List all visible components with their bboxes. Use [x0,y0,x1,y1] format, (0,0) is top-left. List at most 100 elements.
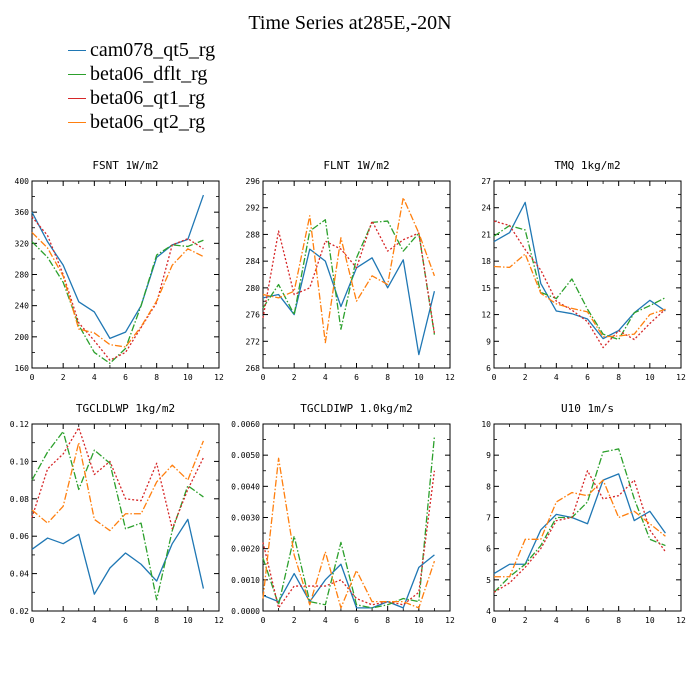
x-tick-label: 8 [154,373,159,382]
figure-title: Time Series at285E,-20N [248,12,452,34]
x-tick-label: 4 [92,373,97,382]
plot-frame [493,423,682,612]
y-tick-label: 0.0020 [231,545,260,554]
legend-swatch [68,98,86,99]
x-tick-label: 2 [523,616,528,625]
panel-title: TGCLDLWP 1kg/m2 [76,402,175,415]
y-tick-label: 7 [486,514,491,523]
x-tick-label: 6 [123,616,128,625]
y-tick-label: 24 [481,204,491,213]
y-tick-label: 0.0030 [231,514,260,523]
y-tick-label: 276 [246,311,261,320]
legend-swatch [68,122,86,123]
series-line-beta06-qt1-rg [493,220,666,349]
x-tick-label: 10 [183,373,193,382]
x-tick-label: 6 [123,373,128,382]
y-tick-label: 4 [486,607,491,616]
x-tick-label: 4 [554,616,559,625]
series-line-beta06-qt2-rg [31,231,204,348]
series-line-cam078-qt5-rg [493,201,666,340]
x-tick-label: 8 [154,616,159,625]
y-tick-label: 240 [15,302,30,311]
y-tick-label: 400 [15,177,30,186]
x-tick-label: 4 [554,373,559,382]
x-tick-label: 4 [323,373,328,382]
x-tick-label: 12 [445,373,455,382]
x-tick-label: 4 [92,616,97,625]
panel-title: TMQ 1kg/m2 [554,159,620,172]
y-tick-label: 280 [246,284,261,293]
series-line-beta06-dflt-rg [31,430,204,601]
legend-swatch [68,50,86,51]
y-tick-label: 8 [486,482,491,491]
x-tick-label: 8 [616,373,621,382]
y-tick-label: 0.10 [10,457,29,466]
x-tick-label: 12 [214,616,224,625]
x-tick-label: 8 [385,373,390,382]
y-tick-label: 21 [481,230,491,239]
x-tick-label: 0 [30,616,35,625]
x-tick-label: 6 [354,616,359,625]
x-tick-label: 2 [61,373,66,382]
y-tick-label: 360 [15,208,30,217]
series-line-beta06-qt1-rg [31,216,204,361]
y-tick-label: 9 [486,337,491,346]
y-tick-label: 5 [486,576,491,585]
x-tick-label: 10 [414,616,424,625]
panel-title: TGCLDIWP 1.0kg/m2 [300,402,413,415]
series-line-beta06-qt2-rg [262,457,436,609]
y-tick-label: 0.06 [10,532,29,541]
y-tick-label: 9 [486,451,491,460]
x-tick-label: 2 [523,373,528,382]
plot-frame [31,423,220,612]
x-tick-label: 8 [385,616,390,625]
panel-title: FSNT 1W/m2 [92,159,158,172]
y-tick-label: 288 [246,230,261,239]
x-tick-label: 2 [61,616,66,625]
y-tick-label: 320 [15,239,30,248]
series-line-cam078-qt5-rg [493,473,666,575]
series-line-beta06-qt1-rg [31,427,205,530]
x-tick-label: 10 [414,373,424,382]
x-tick-label: 0 [30,373,35,382]
y-tick-label: 0.0010 [231,576,260,585]
x-tick-label: 0 [492,373,497,382]
x-tick-label: 6 [585,616,590,625]
y-tick-label: 12 [481,311,491,320]
y-tick-label: 296 [246,177,261,186]
x-tick-label: 4 [323,616,328,625]
legend-label: cam078_qt5_rg [90,39,216,61]
y-tick-label: 0.0050 [231,451,260,460]
legend-label: beta06_dflt_rg [90,63,208,85]
x-tick-label: 10 [183,616,193,625]
chart-panel-6: U10 1m/s 0 2 4 6 8 10 12 4 5 6 7 8 9 10 [481,402,686,625]
series-line-beta06-qt2-rg [262,197,436,344]
y-tick-label: 0.08 [10,495,29,504]
series-line-beta06-qt2-rg [493,253,666,338]
series-line-beta06-dflt-rg [31,239,204,364]
y-tick-label: 0.04 [10,570,29,579]
legend-label: beta06_qt2_rg [90,111,206,133]
y-tick-label: 200 [15,333,30,342]
series-line-beta06-qt2-rg [494,479,666,578]
x-tick-label: 0 [261,373,266,382]
y-tick-label: 280 [15,271,30,280]
x-tick-label: 12 [676,616,686,625]
y-tick-label: 6 [486,545,491,554]
x-tick-label: 8 [616,616,621,625]
panel-title: FLNT 1W/m2 [323,159,389,172]
panel-title: U10 1m/s [561,402,614,415]
x-tick-label: 0 [261,616,266,625]
y-tick-label: 0.0040 [231,482,260,491]
x-tick-label: 12 [676,373,686,382]
x-tick-label: 6 [585,373,590,382]
x-tick-label: 2 [292,373,297,382]
y-tick-label: 268 [246,364,261,373]
series-line-cam078-qt5-rg [31,518,205,595]
y-tick-label: 10 [481,420,491,429]
y-tick-label: 0.0000 [231,607,260,616]
x-tick-label: 2 [292,616,297,625]
x-tick-label: 0 [492,616,497,625]
